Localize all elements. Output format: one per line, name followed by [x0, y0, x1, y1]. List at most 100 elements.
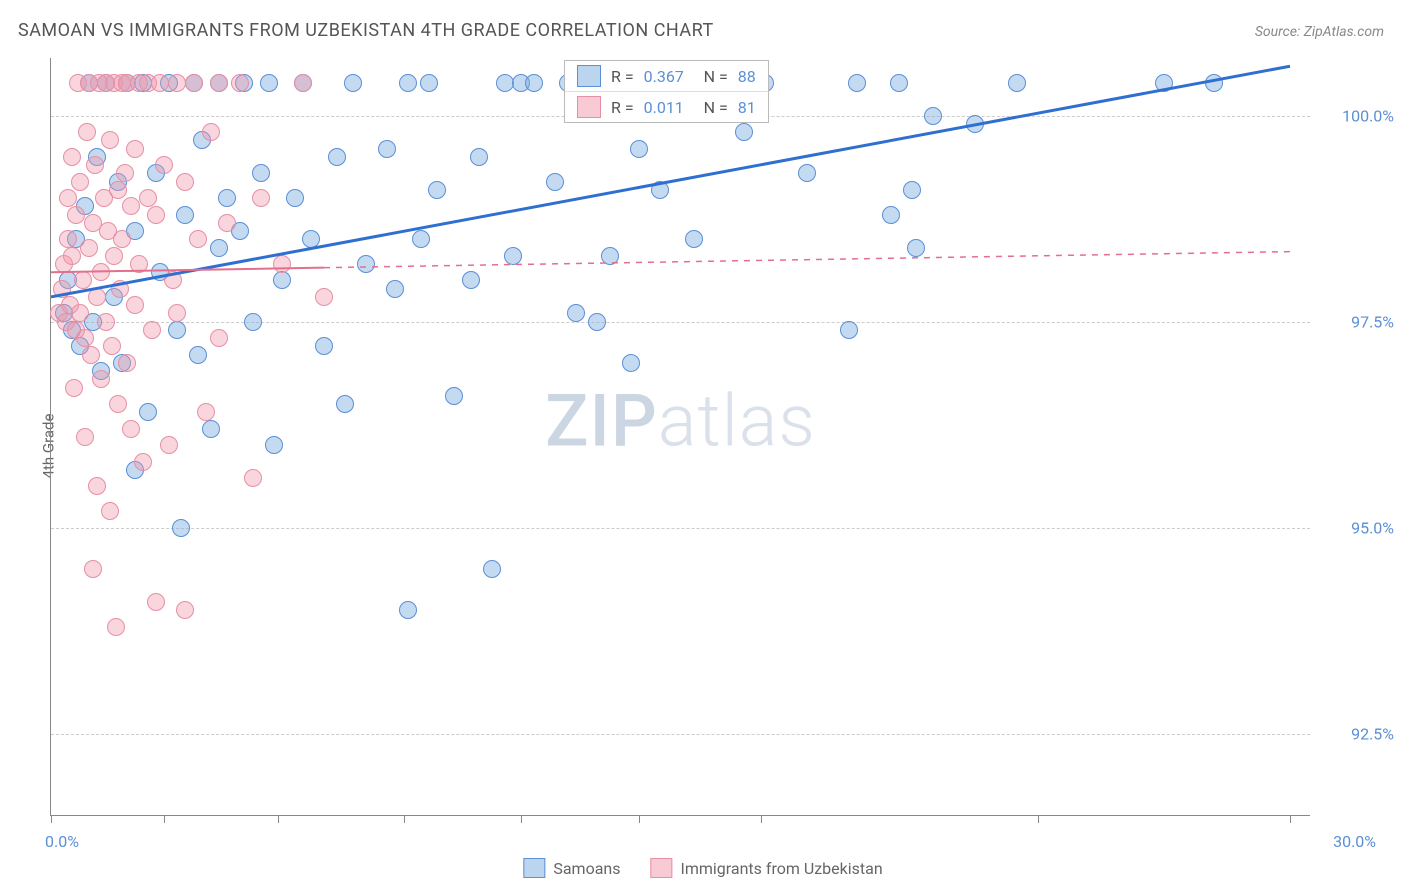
- data-point: [67, 206, 85, 224]
- data-point: [294, 74, 312, 92]
- data-point: [122, 420, 140, 438]
- n-label: N =: [704, 98, 728, 117]
- data-point: [210, 239, 228, 257]
- data-point: [126, 296, 144, 314]
- data-point: [231, 74, 249, 92]
- data-point: [155, 156, 173, 174]
- data-point: [244, 313, 262, 331]
- data-point: [109, 395, 127, 413]
- data-point: [840, 321, 858, 339]
- data-point: [470, 148, 488, 166]
- chart-title: SAMOAN VS IMMIGRANTS FROM UZBEKISTAN 4TH…: [18, 20, 714, 41]
- y-tick-label: 97.5%: [1324, 312, 1394, 331]
- x-tick: [1038, 815, 1039, 823]
- data-point: [202, 123, 220, 141]
- data-point: [101, 131, 119, 149]
- n-label: N =: [704, 67, 728, 86]
- data-point: [588, 313, 606, 331]
- data-point: [172, 519, 190, 537]
- data-point: [344, 74, 362, 92]
- data-point: [273, 271, 291, 289]
- data-point: [210, 74, 228, 92]
- data-point: [147, 593, 165, 611]
- x-tick: [521, 815, 522, 823]
- data-point: [82, 346, 100, 364]
- n-value: 81: [738, 98, 756, 117]
- data-point: [252, 164, 270, 182]
- data-point: [76, 329, 94, 347]
- data-point: [399, 601, 417, 619]
- data-point: [882, 206, 900, 224]
- data-point: [176, 206, 194, 224]
- data-point: [525, 74, 543, 92]
- data-point: [97, 313, 115, 331]
- data-point: [71, 173, 89, 191]
- legend-row: R =0.011N =81: [565, 91, 768, 122]
- data-point: [210, 329, 228, 347]
- data-point: [260, 74, 278, 92]
- data-point: [185, 74, 203, 92]
- data-point: [168, 74, 186, 92]
- r-label: R =: [611, 98, 634, 117]
- data-point: [65, 379, 83, 397]
- data-point: [71, 304, 89, 322]
- data-point: [139, 189, 157, 207]
- legend-swatch: [577, 96, 601, 118]
- x-tick-label-max: 30.0%: [1333, 832, 1376, 851]
- regression-lines: [51, 58, 1311, 816]
- data-point: [176, 601, 194, 619]
- data-point: [126, 140, 144, 158]
- data-point: [1155, 74, 1173, 92]
- data-point: [84, 560, 102, 578]
- watermark: ZIPatlas: [545, 379, 816, 464]
- gridline: [51, 528, 1310, 529]
- data-point: [116, 164, 134, 182]
- data-point: [567, 304, 585, 322]
- data-point: [315, 288, 333, 306]
- data-point: [386, 280, 404, 298]
- source-label: Source: ZipAtlas.com: [1255, 24, 1384, 40]
- data-point: [197, 403, 215, 421]
- data-point: [118, 354, 136, 372]
- y-tick-label: 100.0%: [1324, 106, 1394, 125]
- data-point: [244, 469, 262, 487]
- data-point: [445, 387, 463, 405]
- legend-item: Samoans: [523, 858, 620, 878]
- data-point: [134, 453, 152, 471]
- data-point: [78, 123, 96, 141]
- data-point: [218, 189, 236, 207]
- data-point: [151, 74, 169, 92]
- data-point: [74, 271, 92, 289]
- data-point: [130, 255, 148, 273]
- data-point: [88, 288, 106, 306]
- data-point: [107, 618, 125, 636]
- data-point: [63, 148, 81, 166]
- n-value: 88: [738, 67, 756, 86]
- data-point: [357, 255, 375, 273]
- data-point: [218, 214, 236, 232]
- legend-swatch: [523, 858, 545, 878]
- data-point: [328, 148, 346, 166]
- data-point: [1008, 74, 1026, 92]
- legend-swatch: [650, 858, 672, 878]
- data-point: [101, 502, 119, 520]
- data-point: [63, 247, 81, 265]
- data-point: [1205, 74, 1223, 92]
- data-point: [113, 230, 131, 248]
- x-tick: [164, 815, 165, 823]
- legend-label: Immigrants from Uzbekistan: [680, 859, 882, 878]
- data-point: [336, 395, 354, 413]
- x-tick: [1290, 815, 1291, 823]
- x-tick: [639, 815, 640, 823]
- data-point: [504, 247, 522, 265]
- data-point: [651, 181, 669, 199]
- data-point: [76, 428, 94, 446]
- data-point: [907, 239, 925, 257]
- data-point: [848, 74, 866, 92]
- data-point: [189, 230, 207, 248]
- data-point: [103, 337, 121, 355]
- data-point: [601, 247, 619, 265]
- data-point: [168, 304, 186, 322]
- data-point: [59, 189, 77, 207]
- data-point: [412, 230, 430, 248]
